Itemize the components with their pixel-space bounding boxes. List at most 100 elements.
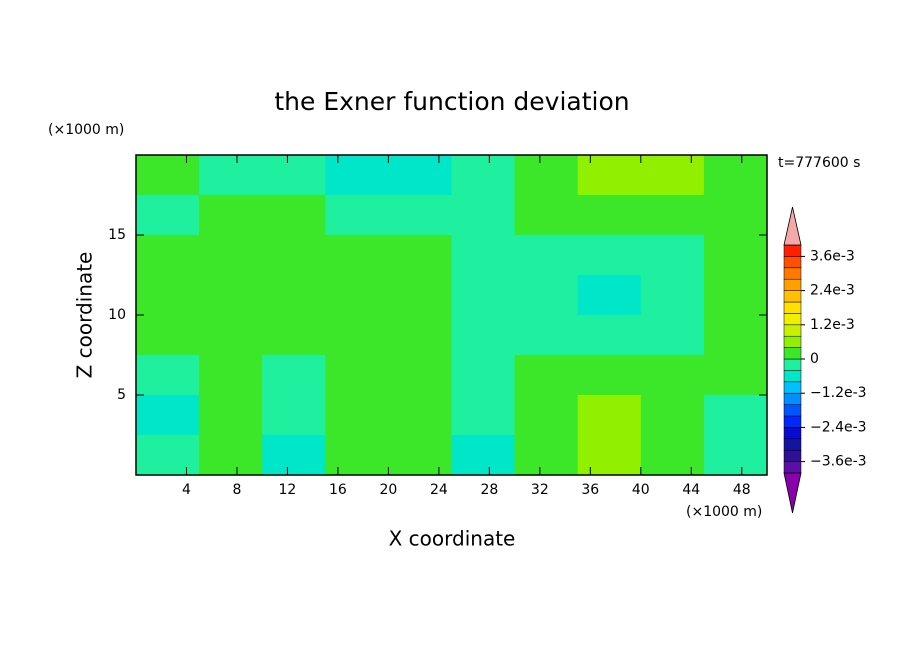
field-cell	[262, 235, 326, 276]
field-cell	[262, 435, 326, 476]
field-cell	[325, 395, 389, 436]
field-cell	[199, 315, 263, 356]
field-cell	[388, 315, 452, 356]
field-cell	[199, 155, 263, 196]
x-tick-label: 44	[682, 482, 700, 498]
x-tick-label: 28	[480, 482, 498, 498]
field-cell	[136, 355, 200, 396]
field-cell	[577, 355, 642, 396]
field-cell	[451, 435, 516, 476]
field-cell	[703, 155, 768, 196]
colorbar-box	[783, 244, 802, 257]
colorbar-box	[783, 278, 802, 291]
field-cell	[199, 235, 263, 276]
colorbar-tick-label: 0	[810, 351, 819, 367]
field-cell	[388, 235, 452, 276]
field-cell	[262, 155, 326, 196]
field-cell	[388, 355, 452, 396]
field-cell	[577, 235, 642, 276]
field-cell	[388, 155, 452, 196]
field-cell	[199, 275, 263, 316]
x-axis-label: X coordinate	[389, 527, 516, 551]
field-cell	[325, 235, 389, 276]
colorbar-box	[783, 415, 802, 428]
x-tick-label: 48	[733, 482, 751, 498]
field-cell	[577, 275, 642, 316]
field-cell	[136, 235, 200, 276]
field-cell	[703, 195, 768, 236]
field-cell	[451, 355, 516, 396]
colorbar-box	[783, 438, 802, 451]
field-cell	[136, 155, 200, 196]
field-cell	[451, 315, 516, 356]
colorbar-box	[783, 335, 802, 348]
field-cell	[514, 275, 579, 316]
x-tick-label: 16	[329, 482, 347, 498]
colorbar-over	[783, 206, 802, 246]
field-cell	[577, 395, 642, 436]
colorbar-box	[783, 290, 802, 303]
y-unit: (×1000 m)	[48, 122, 124, 138]
field-cell	[451, 395, 516, 436]
field-cell	[199, 355, 263, 396]
field-cell	[514, 155, 579, 196]
field-cell	[703, 235, 768, 276]
field-cell	[136, 395, 200, 436]
field-cell	[388, 195, 452, 236]
field-cell	[514, 315, 579, 356]
field-cell	[514, 435, 579, 476]
field-cell	[388, 395, 452, 436]
colorbar-box	[783, 370, 802, 383]
time-label: t=777600 s	[778, 155, 860, 171]
field-cell	[388, 435, 452, 476]
field-cell	[640, 435, 705, 476]
x-tick-label: 24	[430, 482, 448, 498]
field-cell	[577, 315, 642, 356]
colorbar-box	[783, 313, 802, 326]
field-cell	[199, 395, 263, 436]
x-unit: (×1000 m)	[686, 504, 762, 520]
field-cell	[640, 195, 705, 236]
field-cell	[640, 395, 705, 436]
colorbar-box	[783, 358, 802, 371]
field-cell	[136, 195, 200, 236]
field-cell	[640, 355, 705, 396]
colorbar-box	[783, 404, 802, 417]
field-cell	[703, 315, 768, 356]
colorbar-box	[783, 267, 802, 280]
colorbar-box	[783, 347, 802, 360]
x-tick-label: 36	[581, 482, 599, 498]
field-cell	[703, 435, 768, 476]
chart-title: the Exner function deviation	[274, 87, 629, 116]
field-cell	[451, 275, 516, 316]
field-cell	[199, 435, 263, 476]
x-tick-label: 32	[531, 482, 549, 498]
field-cell	[514, 195, 579, 236]
colorbar-tick-label: 3.6e-3	[810, 248, 855, 264]
field-cell	[514, 235, 579, 276]
field-cell	[136, 315, 200, 356]
field-cell	[325, 435, 389, 476]
field-cell	[262, 275, 326, 316]
x-tick-label: 20	[379, 482, 397, 498]
field-cell	[325, 355, 389, 396]
colorbar-box	[783, 461, 802, 474]
colorbar-tick-label: 1.2e-3	[810, 317, 855, 333]
field-cell	[640, 275, 705, 316]
colorbar-box	[783, 324, 802, 337]
field-cell	[703, 395, 768, 436]
x-tick-label: 40	[632, 482, 650, 498]
field-cell	[703, 355, 768, 396]
field-cell	[262, 355, 326, 396]
colorbar-box	[783, 381, 802, 394]
colorbar-tick-label: 2.4e-3	[810, 283, 855, 299]
field-cell	[136, 435, 200, 476]
colorbar-box	[783, 301, 802, 314]
x-tick-label: 12	[279, 482, 297, 498]
field-cell	[577, 195, 642, 236]
field-cell	[388, 275, 452, 316]
field-cell	[199, 195, 263, 236]
colorbar-under	[783, 472, 802, 514]
field-cell	[262, 195, 326, 236]
